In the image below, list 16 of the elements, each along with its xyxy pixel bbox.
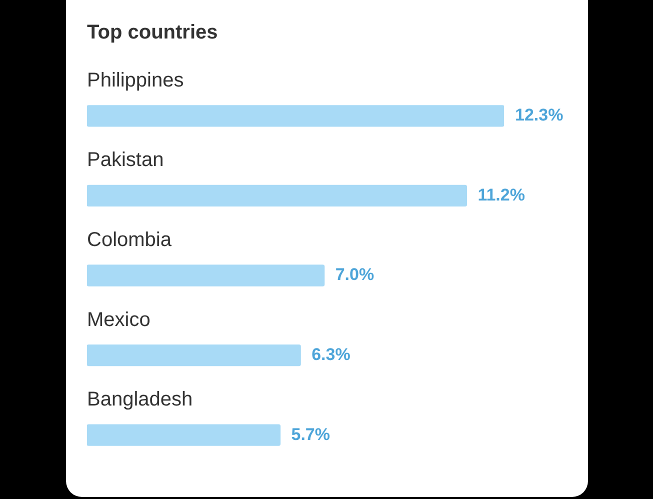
bar <box>87 344 301 366</box>
data-label: 12.3% <box>515 106 564 125</box>
bar <box>87 424 281 446</box>
bar <box>87 184 468 207</box>
data-label: 11.2% <box>478 185 525 204</box>
y-tick-label: Mexico <box>87 308 150 331</box>
y-tick-label: Colombia <box>87 229 172 252</box>
data-label: 6.3% <box>312 344 350 364</box>
y-tick-label: Bangladesh <box>87 388 193 411</box>
y-tick-label: Philippines <box>87 69 184 92</box>
data-label: 5.7% <box>291 424 330 444</box>
chart-title: Top countries <box>87 22 218 44</box>
bar <box>87 264 325 286</box>
data-label: 7.0% <box>335 265 374 284</box>
y-tick-label: Pakistan <box>87 149 164 172</box>
bar <box>87 105 504 127</box>
